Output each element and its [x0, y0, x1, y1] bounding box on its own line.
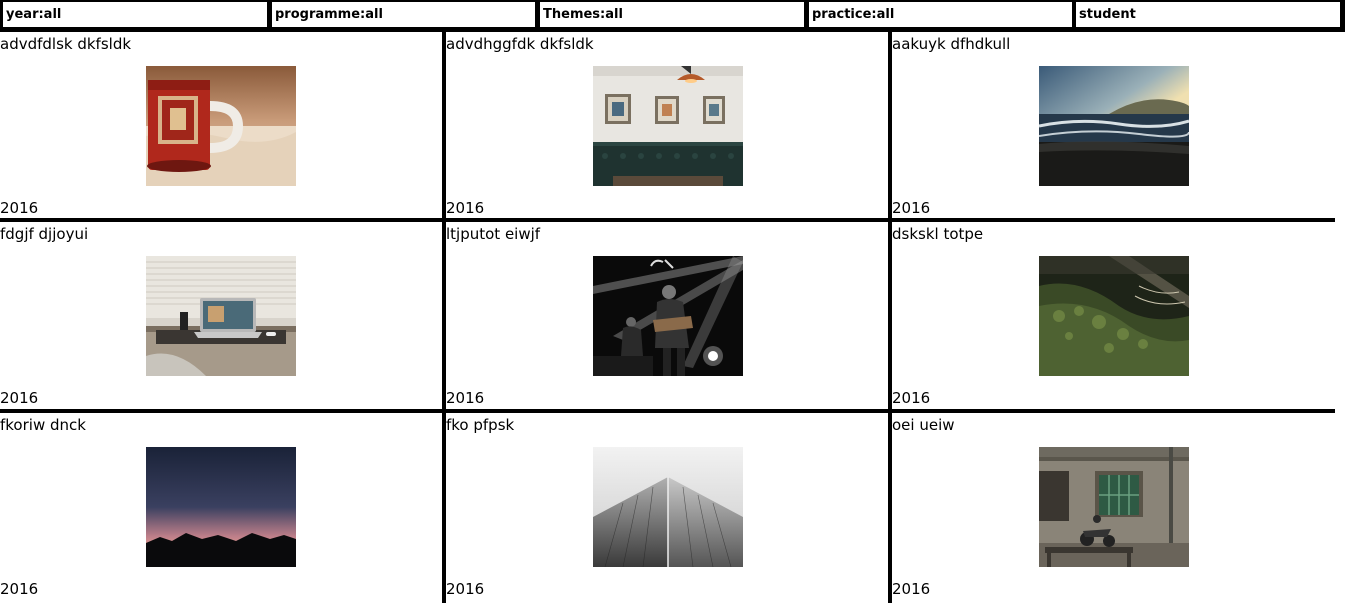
project-card[interactable]: ltjputot eiwjf 2016 — [446, 222, 888, 408]
old-building-motorbike-photo[interactable] — [1039, 447, 1189, 567]
grid-divider — [0, 218, 1335, 222]
project-year: 2016 — [892, 389, 931, 407]
beach-waves-photo[interactable] — [1039, 66, 1189, 186]
project-title[interactable]: advdhggfdk dkfsldk — [446, 35, 594, 53]
themes-filter[interactable]: Themes:all — [540, 2, 804, 27]
project-card[interactable]: fko pfpsk — [446, 413, 888, 603]
mossy-rock-photo[interactable] — [1039, 256, 1189, 376]
grid-divider — [0, 409, 1335, 413]
project-title[interactable]: ltjputot eiwjf — [446, 225, 541, 243]
filter-bar: year:all programme:all Themes:all practi… — [0, 0, 1345, 32]
project-title[interactable]: fkoriw dnck — [0, 416, 86, 434]
concert-musicians-photo[interactable] — [593, 256, 743, 376]
project-card[interactable]: advdfdlsk dkfsldk — [0, 32, 442, 218]
coffee-mug-photo[interactable] — [146, 66, 296, 186]
project-card[interactable]: fkoriw dnck 2016 — [0, 413, 442, 603]
project-year: 2016 — [0, 199, 39, 217]
programme-filter[interactable]: programme:all — [272, 2, 535, 27]
skyscraper-photo[interactable] — [593, 447, 743, 567]
project-grid: advdfdlsk dkfsldk — [0, 32, 1345, 603]
project-year: 2016 — [0, 580, 39, 598]
project-year: 2016 — [0, 389, 39, 407]
project-year: 2016 — [446, 199, 485, 217]
project-title[interactable]: oei ueiw — [892, 416, 955, 434]
project-year: 2016 — [892, 199, 931, 217]
project-title[interactable]: aakuyk dfhdkull — [892, 35, 1011, 53]
project-year: 2016 — [446, 389, 485, 407]
project-year: 2016 — [892, 580, 931, 598]
practice-filter[interactable]: practice:all — [809, 2, 1072, 27]
grid-divider — [442, 32, 446, 603]
project-title[interactable]: dskskl totpe — [892, 225, 984, 243]
project-title[interactable]: advdfdlsk dkfsldk — [0, 35, 132, 53]
project-card[interactable]: dskskl totpe 2016 — [892, 222, 1338, 408]
project-title[interactable]: fdgjf djjoyui — [0, 225, 89, 243]
project-card[interactable]: aakuyk dfhdkull 2016 — [892, 32, 1338, 218]
cafe-interior-photo[interactable] — [593, 66, 743, 186]
project-card[interactable]: fdgjf djjoyui — [0, 222, 442, 408]
project-title[interactable]: fko pfpsk — [446, 416, 515, 434]
project-card[interactable]: oei ueiw — [892, 413, 1338, 603]
project-card[interactable]: advdhggfdk dkfsldk — [446, 32, 888, 218]
grid-divider — [888, 32, 892, 603]
student-filter[interactable]: student — [1076, 2, 1340, 27]
sunset-mountains-photo[interactable] — [146, 447, 296, 567]
laptop-desk-photo[interactable] — [146, 256, 296, 376]
project-year: 2016 — [446, 580, 485, 598]
year-filter[interactable]: year:all — [3, 2, 267, 27]
